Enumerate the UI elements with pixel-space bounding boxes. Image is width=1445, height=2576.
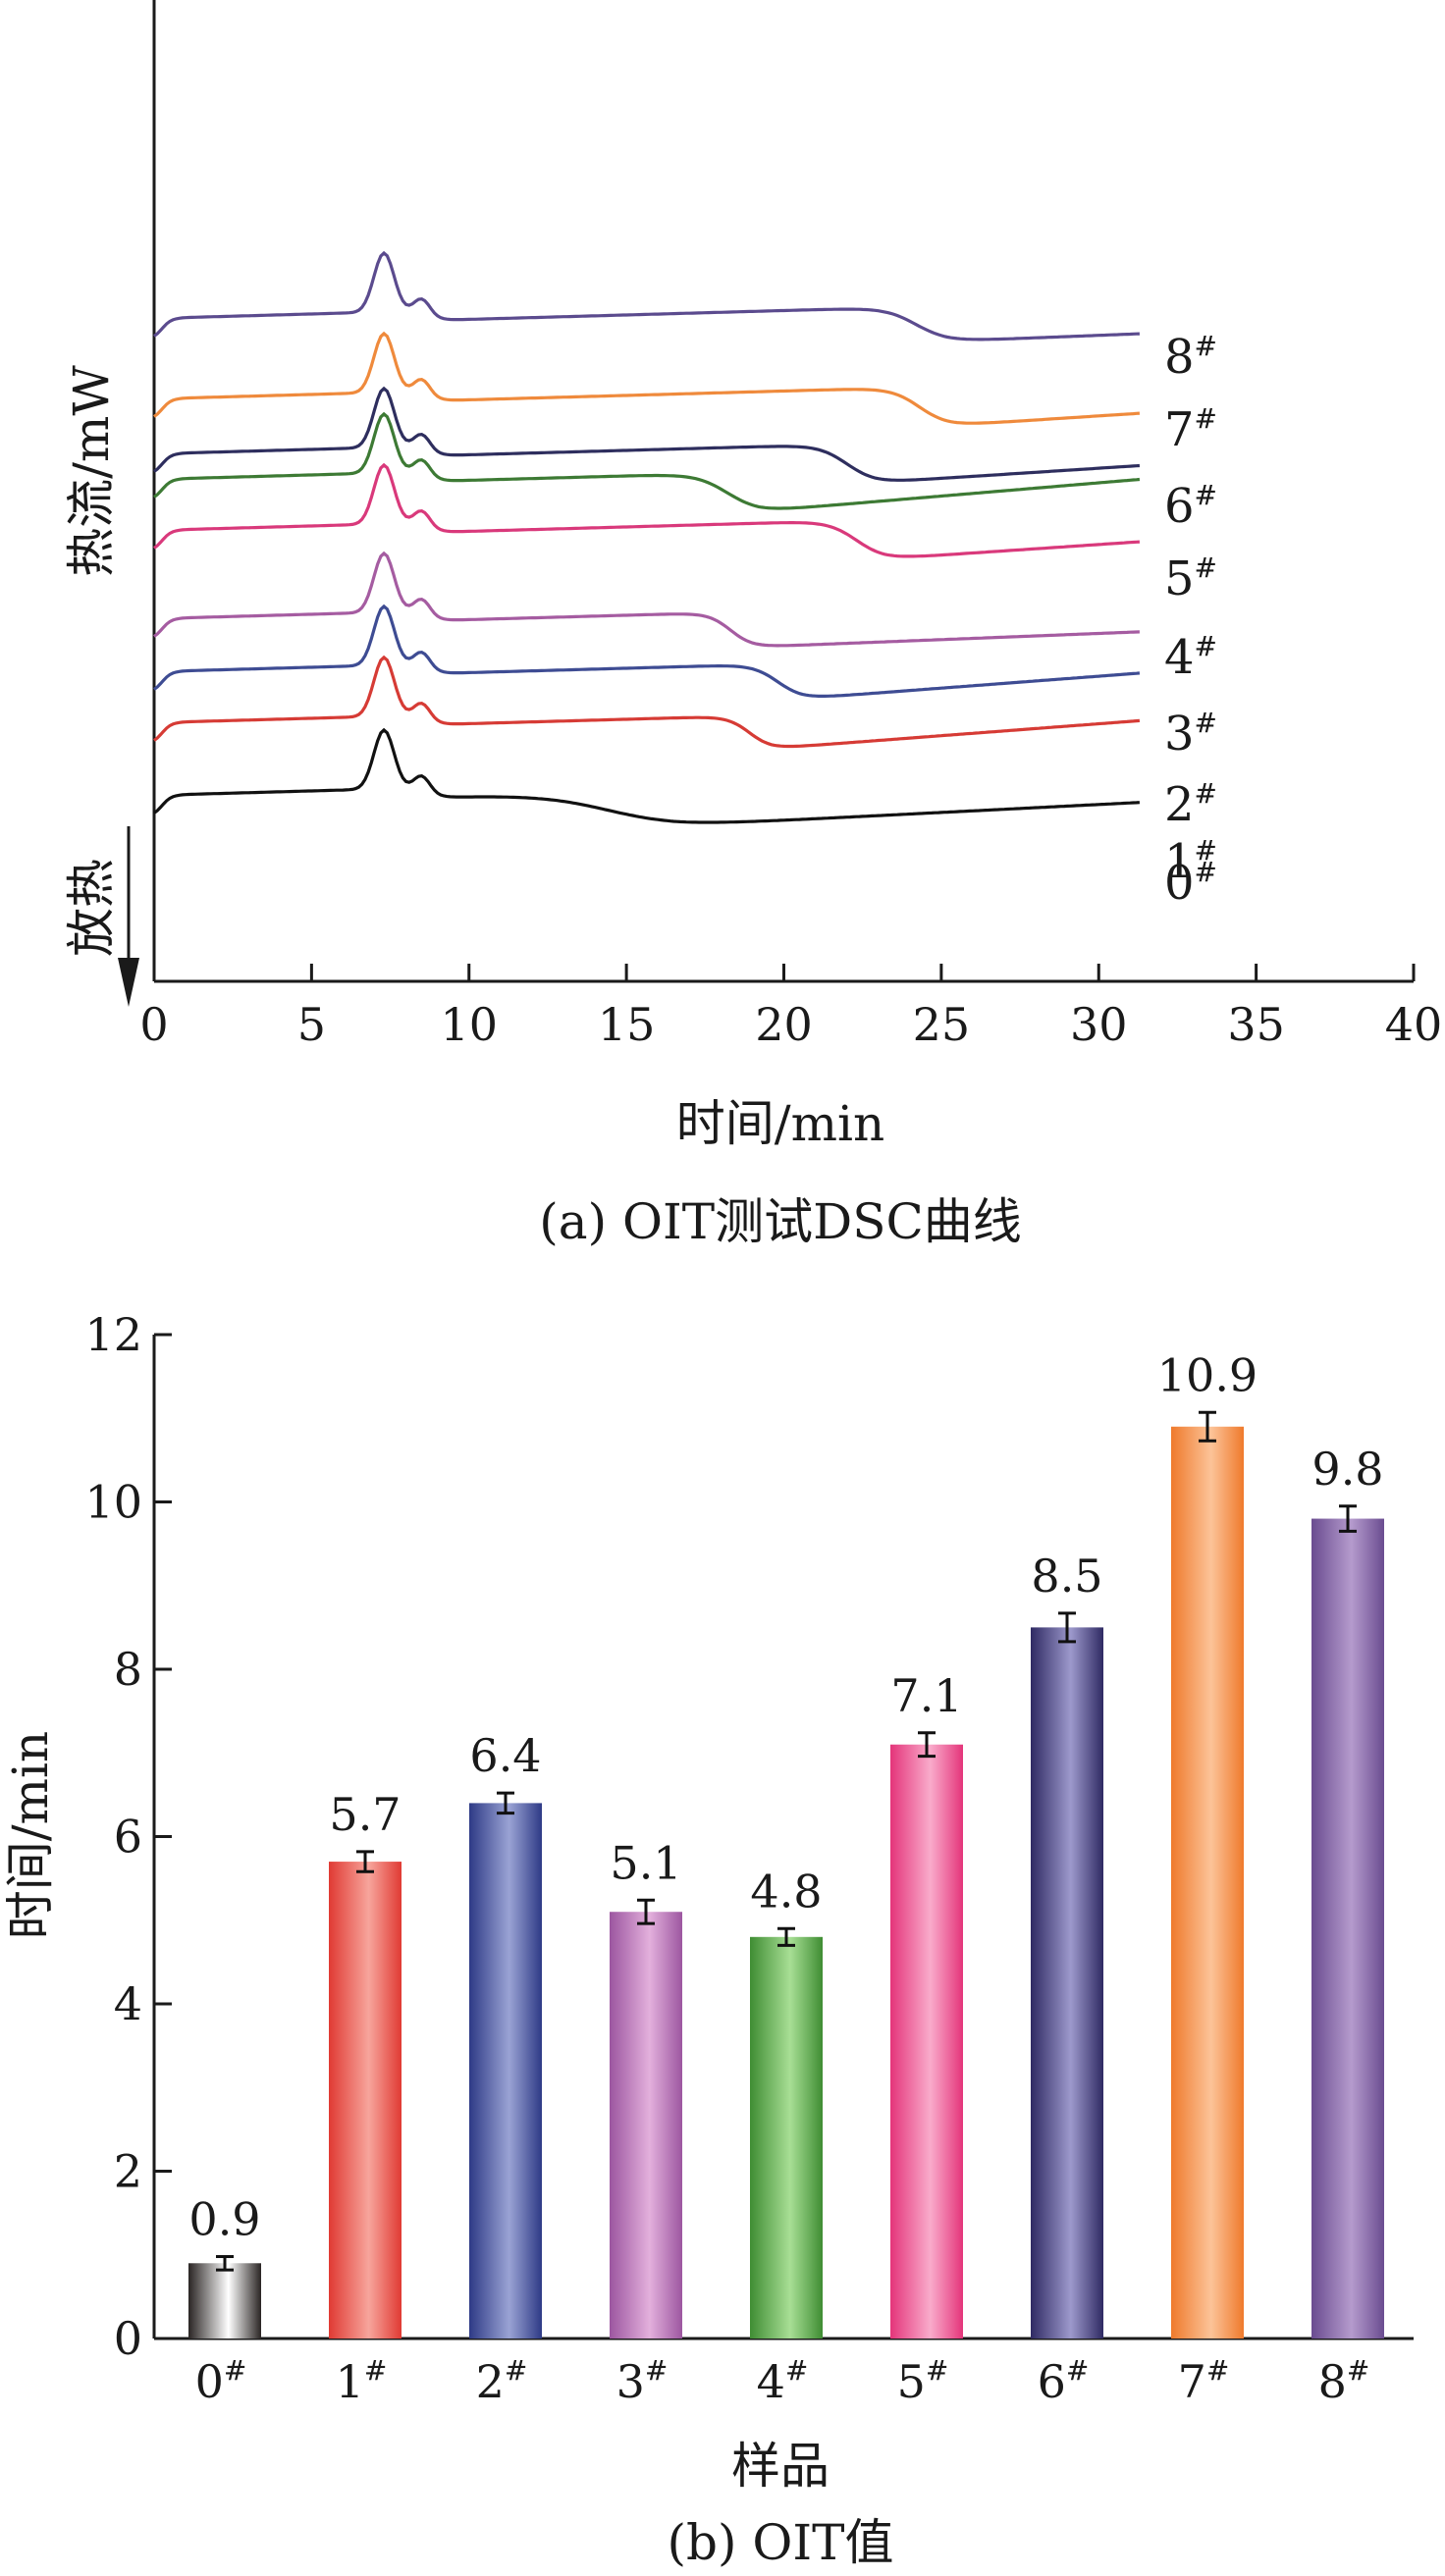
dsc-x-tick-label: 0 xyxy=(139,998,168,1051)
data-label-0: 0.9 xyxy=(188,2192,260,2245)
bar-x-axis-title: 样品 xyxy=(731,2438,830,2495)
dsc-curve-label-3: 3# xyxy=(1164,707,1217,762)
dsc-curve-label-2: 2# xyxy=(1164,777,1217,832)
bar-caption: (b) OIT值 xyxy=(667,2514,893,2571)
bar-8 xyxy=(1311,1518,1384,2339)
dsc-x-tick-label: 35 xyxy=(1227,998,1285,1051)
dsc-curve-5 xyxy=(153,462,1140,558)
bar-x-tick-label-4: 4# xyxy=(757,2354,809,2408)
dsc-caption: (a) OIT测试DSC曲线 xyxy=(539,1193,1021,1250)
dsc-curve-label-6: 6# xyxy=(1164,479,1217,534)
bar-x-tick-label-2: 2# xyxy=(476,2354,528,2408)
bar-y-axis-title: 时间/min xyxy=(2,1731,59,1939)
dsc-curve-8 xyxy=(153,250,1140,342)
bar-y-tick-label: 0 xyxy=(114,2312,142,2365)
dsc-x-tick-label: 20 xyxy=(755,998,813,1051)
oit-bar-panel: 0 2 4 6 8 10 12 0.9 5.7 6.4 5.1 4.8 7.1 8.5 10.9 9.8 0… xyxy=(2,1308,1414,2571)
dsc-curve-7 xyxy=(153,331,1140,425)
dsc-curve-label-5: 5# xyxy=(1164,552,1217,606)
dsc-x-tick-label: 10 xyxy=(440,998,498,1051)
exotherm-arrow-head xyxy=(118,958,139,1007)
dsc-curve-label-8: 8# xyxy=(1164,330,1217,385)
dsc-curve-6 xyxy=(153,386,1140,482)
dsc-curve-1 xyxy=(153,655,1140,749)
bar-x-tick-label-7: 7# xyxy=(1178,2354,1230,2408)
data-label-3: 5.1 xyxy=(610,1836,681,1889)
dsc-x-axis-title: 时间/min xyxy=(676,1095,884,1152)
bar-y-tick-label: 8 xyxy=(114,1643,142,1696)
data-label-1: 5.7 xyxy=(329,1788,401,1841)
dsc-curves xyxy=(153,250,1141,824)
exotherm-label: 放热 xyxy=(63,859,120,957)
dsc-x-tick-label: 15 xyxy=(598,998,656,1051)
dsc-curve-label-0: 0# xyxy=(1164,856,1217,911)
bar-x-tick-label-1: 1# xyxy=(336,2354,388,2408)
bar-y-tick-label: 10 xyxy=(84,1476,142,1529)
bar-y-tick-label: 12 xyxy=(84,1308,142,1361)
dsc-curve-label-4: 4# xyxy=(1164,630,1217,685)
dsc-curve-3 xyxy=(153,551,1140,648)
dsc-curve-0 xyxy=(153,727,1140,824)
dsc-curve-labels: 0#1#2# 3# 4# 5# 6# 7# 8# xyxy=(1164,330,1217,911)
data-label-4: 4.8 xyxy=(750,1865,822,1918)
dsc-x-ticks: 0 5 10 15 20 25 30 35 40 xyxy=(139,964,1442,1051)
bar-0 xyxy=(188,2263,261,2339)
dsc-curve-panel: 0 5 10 15 20 25 30 35 40 0#1#2# 3# 4# 5# 6# 7# 8# 热流/m… xyxy=(63,0,1442,1250)
bar-1 xyxy=(329,1862,401,2339)
bar-y-tick-label: 6 xyxy=(114,1811,142,1864)
dsc-curve-label-7: 7# xyxy=(1164,402,1217,457)
bar-x-tick-label-5: 5# xyxy=(897,2354,949,2408)
bar-x-tick-label-6: 6# xyxy=(1038,2354,1090,2408)
dsc-curve-4 xyxy=(153,411,1141,510)
bar-x-tick-label-0: 0# xyxy=(195,2354,247,2408)
bar-y-ticks: 0 2 4 6 8 10 12 xyxy=(84,1308,172,2365)
dsc-x-tick-label: 5 xyxy=(297,998,326,1051)
bar-y-tick-label: 2 xyxy=(114,2145,142,2198)
dsc-curve-2 xyxy=(153,604,1141,698)
data-label-2: 6.4 xyxy=(469,1729,541,1782)
bar-y-tick-label: 4 xyxy=(114,1977,142,2030)
bar-x-tick-labels: 0# 1# 2# 3# 4# 5# 6# 7# 8# xyxy=(195,2354,1370,2408)
bar-2 xyxy=(469,1803,542,2339)
dsc-curve-label-1: 1# xyxy=(1164,834,1217,889)
data-label-8: 9.8 xyxy=(1311,1443,1383,1496)
bar-6 xyxy=(1031,1627,1103,2339)
dsc-y-axis-title: 热流/mW xyxy=(63,365,120,577)
bar-3 xyxy=(610,1912,682,2339)
data-label-6: 8.5 xyxy=(1031,1550,1102,1603)
dsc-x-tick-label: 25 xyxy=(913,998,971,1051)
dsc-x-tick-label: 40 xyxy=(1385,998,1443,1051)
bar-7 xyxy=(1171,1426,1244,2339)
bar-x-tick-label-8: 8# xyxy=(1318,2354,1370,2408)
data-label-7: 10.9 xyxy=(1157,1348,1258,1401)
bar-5 xyxy=(890,1744,963,2339)
dsc-x-tick-label: 30 xyxy=(1070,998,1128,1051)
bar-4 xyxy=(750,1936,823,2339)
data-label-5: 7.1 xyxy=(890,1669,962,1722)
bar-x-tick-label-3: 3# xyxy=(616,2354,669,2408)
bars: 0.9 5.7 6.4 5.1 4.8 7.1 8.5 10.9 9.8 xyxy=(188,1348,1384,2339)
